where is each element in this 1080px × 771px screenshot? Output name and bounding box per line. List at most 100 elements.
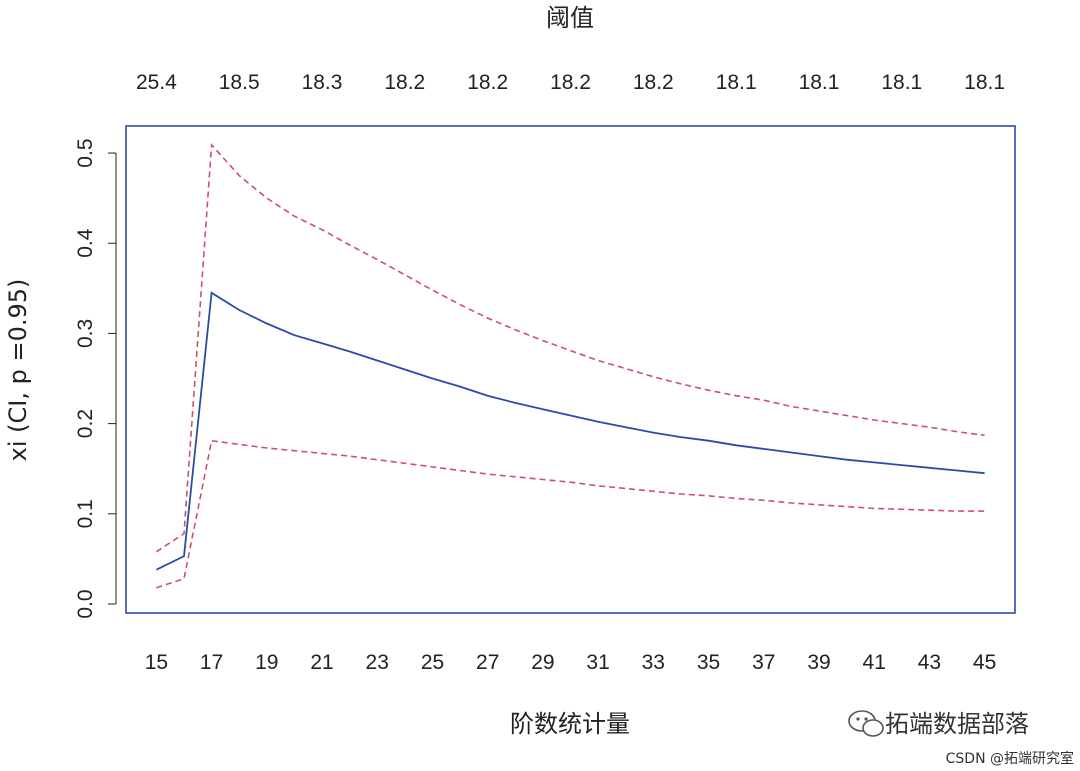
x-tick-label: 41 [863, 651, 886, 674]
x-tick-label: 35 [697, 651, 720, 674]
data-point-lower [570, 481, 572, 483]
top-tick-label: 18.1 [716, 71, 757, 94]
series-line-estimate [156, 291, 985, 571]
top-tick-label: 18.2 [467, 71, 508, 94]
data-point-upper [266, 197, 268, 199]
top-axis: 25.4 18.5 18.3 18.2 18.2 18.2 18.2 18.1 18.1 18.1… [136, 71, 1005, 94]
top-tick-label: 18.5 [219, 71, 260, 94]
x-tick-label: 17 [200, 651, 223, 674]
data-point-upper [680, 383, 682, 385]
data-point-estimate [597, 421, 599, 423]
data-point-estimate [708, 440, 710, 442]
data-point-lower [708, 495, 710, 497]
data-point-estimate [735, 445, 737, 447]
data-point-upper [846, 415, 848, 417]
data-point-upper [542, 340, 544, 342]
data-point-lower [625, 488, 627, 490]
data-point-lower [404, 463, 406, 465]
data-point-upper [929, 426, 931, 428]
data-point-upper [735, 395, 737, 397]
data-point-estimate [653, 432, 655, 434]
data-point-upper [515, 329, 517, 331]
data-point-upper [901, 423, 903, 425]
data-point-upper [653, 376, 655, 378]
data-point-estimate [625, 426, 627, 428]
x-tick-label: 19 [255, 651, 278, 674]
data-point-estimate [349, 351, 351, 353]
top-tick-label: 18.2 [550, 71, 591, 94]
data-point-estimate [432, 378, 434, 380]
data-point-upper [956, 431, 958, 433]
data-point-lower [432, 466, 434, 468]
data-point-lower [873, 508, 875, 510]
data-point-upper [625, 368, 627, 370]
data-point-lower [515, 476, 517, 478]
top-tick-label: 18.1 [799, 71, 840, 94]
y-axis: 0.0 0.1 0.2 0.3 0.4 0.5 [74, 138, 117, 619]
data-point-lower [459, 470, 461, 472]
data-point-upper [432, 289, 434, 291]
data-point-lower [901, 509, 903, 511]
data-point-lower [183, 578, 185, 580]
x-tick-label: 33 [642, 651, 665, 674]
data-point-estimate [956, 470, 958, 472]
top-axis-title: 阈值 [546, 4, 594, 32]
data-point-estimate [294, 334, 296, 336]
data-point-upper [238, 175, 240, 177]
data-point-estimate [791, 452, 793, 454]
x-tick-label: 39 [807, 651, 830, 674]
y-tick-label: 0.4 [74, 228, 97, 258]
top-tick-label: 25.4 [136, 71, 177, 94]
data-point-estimate [459, 386, 461, 388]
x-axis: 15 17 19 21 23 25 27 29 31 33 35 37 39 41 43 45 [145, 651, 997, 674]
data-point-upper [487, 317, 489, 319]
data-point-lower [653, 491, 655, 493]
top-tick-label: 18.1 [881, 71, 922, 94]
x-tick-label: 15 [145, 651, 168, 674]
top-tick-label: 18.1 [964, 71, 1005, 94]
data-point-estimate [321, 343, 323, 345]
top-tick-label: 18.2 [633, 71, 674, 94]
data-point-lower [156, 587, 158, 589]
plot-frame [125, 125, 1016, 614]
data-point-estimate [570, 415, 572, 417]
data-point-upper [156, 551, 158, 553]
data-point-estimate [266, 323, 268, 325]
x-tick-label: 25 [421, 651, 444, 674]
x-tick-label: 23 [366, 651, 389, 674]
watermark-brand: 拓端数据部落 [885, 710, 1029, 738]
data-point-estimate [487, 395, 489, 397]
data-point-upper [597, 360, 599, 362]
data-point-estimate [211, 292, 213, 294]
data-point-estimate [846, 459, 848, 461]
data-point-upper [183, 533, 185, 535]
data-point-lower [763, 500, 765, 502]
data-point-lower [542, 479, 544, 481]
data-point-lower [487, 473, 489, 475]
data-point-upper [873, 419, 875, 421]
series-line-lower [156, 439, 985, 589]
y-tick-label: 0.1 [74, 499, 97, 528]
data-point-upper [349, 244, 351, 246]
data-point-lower [321, 453, 323, 455]
data-point-lower [266, 447, 268, 449]
data-point-lower [238, 444, 240, 446]
x-tick-label: 45 [973, 651, 996, 674]
y-axis-title: xi (CI, p =0.95) [4, 279, 32, 462]
top-tick-label: 18.2 [384, 71, 425, 94]
data-point-upper [211, 144, 213, 146]
y-tick-label: 0.3 [74, 319, 97, 348]
x-tick-label: 43 [918, 651, 941, 674]
data-point-upper [404, 274, 406, 276]
x-axis-title: 阶数统计量 [510, 710, 630, 738]
data-point-estimate [680, 436, 682, 438]
data-point-estimate [404, 369, 406, 371]
data-point-upper [763, 399, 765, 401]
data-point-upper [294, 215, 296, 217]
series-line-upper [155, 142, 985, 553]
x-tick-label: 37 [752, 651, 775, 674]
y-tick-label: 0.5 [74, 138, 97, 167]
data-point-upper [570, 350, 572, 352]
data-point-estimate [901, 464, 903, 466]
